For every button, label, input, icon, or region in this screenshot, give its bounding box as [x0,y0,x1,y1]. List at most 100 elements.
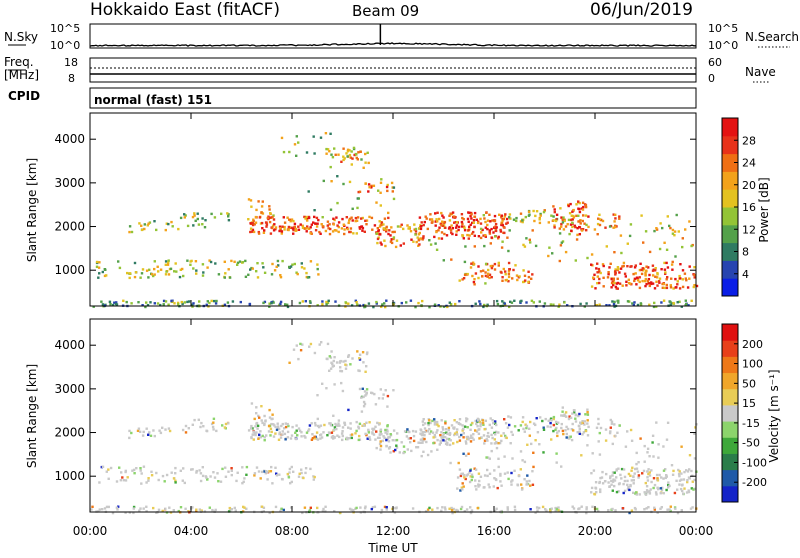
range-cell [600,476,604,479]
range-cell [465,419,468,423]
range-cell [380,508,384,512]
range-cell [257,232,261,235]
range-cell [440,419,443,422]
range-cell [641,267,644,270]
range-cell [623,272,627,275]
range-cell [561,221,565,224]
range-cell [262,510,265,513]
range-cell [419,428,422,431]
range-cell [343,228,346,231]
range-cell [519,212,523,215]
range-cell [693,457,697,460]
range-cell [678,474,681,478]
range-cell [379,444,383,448]
range-cell [457,461,460,465]
range-cell [472,433,475,436]
range-cell [231,300,235,303]
range-cell [581,219,584,223]
range-cell [201,217,204,220]
range-cell [392,237,395,241]
range-cell [421,441,424,444]
range-cell [386,183,389,187]
range-cell [349,433,352,437]
range-cell [559,207,562,210]
range-cell [394,448,397,452]
range-cell [461,482,464,485]
range-cell [355,506,358,510]
range-cell [524,423,527,426]
range-cell [552,415,556,419]
range-cell [341,426,345,429]
range-cell [560,225,563,228]
range-cell [478,437,481,440]
range-cell [313,475,316,479]
range-cell [436,429,439,432]
range-cell [622,491,625,495]
range-cell [330,431,334,434]
range-cell [543,302,547,305]
range-cell [609,475,612,478]
range-cell [392,186,396,189]
velocity-colorbar-tick-label: -15 [742,417,760,430]
range-cell [645,489,649,492]
range-cell [387,216,390,220]
range-cell [437,424,440,428]
range-cell [142,465,146,468]
range-cell [671,268,674,271]
range-cell [658,277,662,280]
range-cell [385,428,389,432]
range-cell [663,268,667,271]
range-cell [670,263,674,266]
range-cell [658,247,662,251]
range-cell [630,509,634,512]
range-cell [578,427,581,430]
range-cell [264,420,267,423]
range-cell [279,274,282,277]
range-cell [171,225,174,228]
range-cell [611,507,614,511]
range-cell [294,431,297,434]
range-cell [461,472,464,475]
range-cell [490,449,493,453]
range-cell [145,427,148,430]
range-cell [466,418,469,421]
range-cell [609,426,612,429]
range-cell [452,507,455,511]
range-cell [287,476,291,479]
range-cell [337,221,341,224]
range-cell [462,427,465,431]
range-cell [271,224,275,227]
range-cell [604,226,607,229]
range-cell [598,270,601,274]
range-cell [597,217,600,220]
range-cell [534,214,537,218]
range-cell [267,430,271,433]
range-cell [503,215,506,218]
range-cell [147,276,150,279]
range-cell [476,425,479,428]
range-cell [190,259,193,263]
range-cell [549,303,553,306]
range-cell [569,416,573,419]
range-cell [448,219,452,222]
range-cell [494,225,497,228]
range-cell [429,430,433,433]
range-cell [367,428,370,432]
range-cell [305,431,309,434]
range-cell [573,224,576,227]
range-cell [288,265,291,269]
range-cell [692,488,695,491]
range-cell [372,433,376,436]
range-cell [198,469,201,472]
range-cell [652,455,655,458]
range-cell [493,477,496,480]
range-cell [491,419,494,422]
range-cell [475,218,478,221]
range-cell [303,434,306,438]
range-cell [145,269,149,272]
range-cell [273,424,276,427]
range-cell [615,490,619,494]
range-cell [425,217,428,220]
range-cell [263,229,266,232]
range-cell [504,422,508,425]
